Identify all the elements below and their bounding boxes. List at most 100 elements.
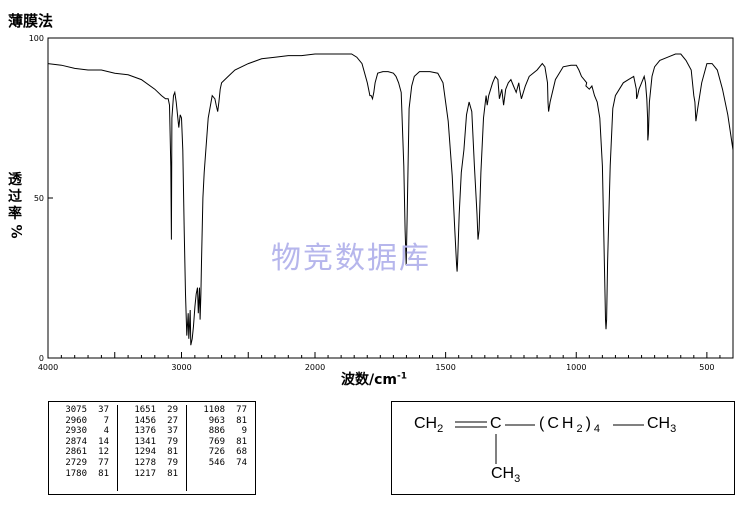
chart-title: 薄膜法 [8, 12, 54, 30]
wavenumber: 2960 [65, 415, 87, 426]
wavenumber: 886 [208, 426, 225, 437]
peak-row: 1294 81 [118, 447, 186, 458]
transmittance: 77 [98, 457, 109, 468]
wavenumber: 1780 [65, 468, 87, 479]
chain-repeat: 4 [593, 423, 604, 436]
wavenumber: 1294 [134, 447, 156, 458]
y-tick-label: 0 [39, 354, 44, 363]
transmittance: 29 [167, 405, 178, 415]
peak-row: 1278 79 [118, 458, 186, 469]
ch3-below-group: CH3 [491, 465, 520, 485]
peak-row: 1456 27 [118, 416, 186, 427]
carbon-atom: C [490, 415, 502, 432]
peak-row: 769 81 [187, 437, 255, 448]
peak-row: 886 9 [187, 426, 255, 437]
x-tick-label: 4000 [38, 363, 58, 372]
ch2-group: CH2 [414, 415, 443, 435]
wavenumber: 1651 [134, 405, 156, 415]
ch2-subscript: 2 [437, 423, 444, 436]
transmittance: 74 [236, 457, 247, 468]
x-axis-label: 波数/cm-1 [341, 369, 407, 389]
ch3-right-text: CH [647, 415, 671, 432]
y-label-char-3: 率 [8, 206, 22, 222]
peak-table: 3075 37 2960 7 2930 4 2874 14 2861 12 2729 77 … [48, 401, 256, 495]
wavenumber: 1278 [134, 457, 156, 468]
transmittance: 4 [103, 426, 109, 437]
x-tick-label: 2000 [305, 363, 325, 372]
wavenumber: 1217 [134, 468, 156, 479]
transmittance: 68 [236, 447, 247, 458]
x-tick-label: 1500 [435, 363, 455, 372]
wavenumber: 2874 [65, 436, 87, 447]
peak-column-1: 3075 37 2960 7 2930 4 2874 14 2861 12 2729 77 … [49, 405, 118, 491]
peak-row: 726 68 [187, 447, 255, 458]
y-axis-label: 透 过 率 % [6, 172, 24, 240]
peak-row: 3075 37 [49, 405, 117, 416]
chain-group: (CH2)4 [539, 415, 603, 435]
peak-column-3: 1108 77 963 81 886 9 769 81 726 68 546 74 [187, 405, 255, 469]
peak-row: 546 74 [187, 458, 255, 469]
peak-row: 1341 79 [118, 437, 186, 448]
transmittance: 81 [167, 447, 178, 458]
wavenumber: 1376 [134, 426, 156, 437]
transmittance: 77 [236, 405, 247, 415]
wavenumber: 2729 [65, 457, 87, 468]
structure-formula: CH2 C (CH2)4 CH3 CH3 [391, 401, 735, 495]
y-label-char-2: 过 [8, 189, 22, 205]
x-tick-labels: 4000 3000 2000 1500 1000 500 [38, 363, 715, 372]
ch3-below-text: CH [491, 465, 515, 482]
chain-subscript: 2 [576, 423, 586, 436]
chain-text: (CH [539, 415, 577, 432]
peak-row: 1108 77 [187, 405, 255, 416]
peak-row: 1780 81 [49, 469, 117, 480]
x-tick-label: 500 [699, 363, 714, 372]
transmittance: 81 [236, 436, 247, 447]
peak-row: 2729 77 [49, 458, 117, 469]
y-tick-label: 100 [29, 34, 44, 43]
wavenumber: 3075 [65, 405, 87, 415]
watermark: 物竞数据库 [271, 241, 431, 276]
x-tick-label: 1000 [566, 363, 586, 372]
peak-row: 2874 14 [49, 437, 117, 448]
ch3-below-subscript: 3 [514, 473, 521, 486]
transmittance: 14 [98, 436, 109, 447]
x-label-sup: -1 [397, 371, 407, 382]
transmittance: 81 [167, 468, 178, 479]
peak-row: 2930 4 [49, 426, 117, 437]
peak-row: 1651 29 [118, 405, 186, 416]
transmittance: 37 [167, 426, 178, 437]
wavenumber: 1456 [134, 415, 156, 426]
transmittance: 81 [236, 415, 247, 426]
wavenumber: 2930 [65, 426, 87, 437]
wavenumber: 726 [208, 447, 225, 458]
wavenumber: 2861 [65, 447, 87, 458]
peak-row: 2861 12 [49, 447, 117, 458]
peak-row: 2960 7 [49, 416, 117, 427]
x-tick-label: 3000 [171, 363, 191, 372]
y-label-char-1: 透 [8, 172, 22, 188]
y-tick-label: 50 [34, 194, 44, 203]
transmittance: 7 [103, 415, 109, 426]
transmittance: 79 [167, 436, 178, 447]
wavenumber: 1108 [203, 405, 225, 415]
transmittance: 27 [167, 415, 178, 426]
wavenumber: 963 [208, 415, 225, 426]
transmittance: 9 [241, 426, 247, 437]
ch3-right-subscript: 3 [670, 423, 677, 436]
transmittance: 79 [167, 457, 178, 468]
peak-row: 1376 37 [118, 426, 186, 437]
spectrum-line [47, 53, 734, 346]
x-label-main: 波数/cm [341, 372, 397, 388]
transmittance: 37 [98, 405, 109, 415]
peak-column-2: 1651 29 1456 27 1376 37 1341 79 1294 81 1278 7… [118, 405, 187, 491]
transmittance: 12 [98, 447, 109, 458]
structure-bonds [455, 421, 644, 464]
peak-row: 963 81 [187, 416, 255, 427]
wavenumber: 769 [208, 436, 225, 447]
minor-ticks [47, 352, 734, 358]
chain-close: ) [585, 415, 594, 432]
ch2-text: CH [414, 415, 438, 432]
peak-row: 1217 81 [118, 469, 186, 480]
transmittance: 81 [98, 468, 109, 479]
